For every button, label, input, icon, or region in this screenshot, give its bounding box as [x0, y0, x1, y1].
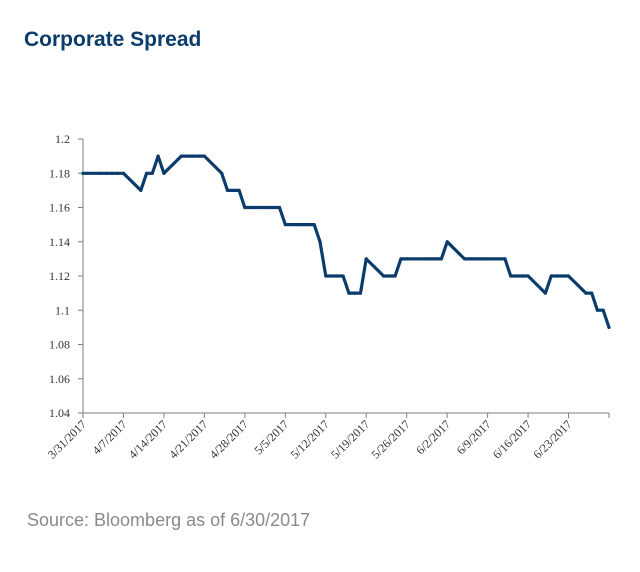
y-tick-label: 1.04 — [49, 406, 70, 420]
x-tick-label: 3/31/2017 — [45, 417, 89, 461]
data-point — [185, 154, 189, 158]
data-point — [601, 308, 605, 312]
x-tick-label: 6/23/2017 — [530, 417, 574, 461]
data-point — [306, 223, 310, 227]
data-point — [231, 188, 235, 192]
data-point — [595, 308, 600, 312]
data-point — [318, 240, 322, 244]
data-point — [393, 274, 397, 278]
line-chart: 1.04 1.06 1.08 1.1 1.12 1.14 1.16 1.18 1.2 3/31/2… — [45, 132, 611, 462]
data-point — [266, 205, 270, 210]
x-tick-label: 6/2/2017 — [413, 417, 453, 457]
data-point — [399, 257, 403, 261]
data-point — [150, 171, 154, 175]
y-tick-label: 1.18 — [49, 166, 70, 180]
data-point — [509, 274, 513, 278]
data-point — [237, 188, 241, 192]
data-point — [405, 257, 409, 261]
y-tick-label: 1.1 — [55, 303, 70, 317]
data-point — [590, 291, 594, 295]
data-point — [225, 188, 230, 192]
data-point — [162, 171, 166, 175]
y-tick-label: 1.14 — [49, 235, 70, 249]
data-point — [566, 274, 571, 278]
data-point — [555, 274, 559, 278]
y-tick-label: 1.08 — [49, 338, 70, 352]
data-point — [110, 171, 114, 175]
data-point — [434, 257, 438, 261]
y-tick-label: 1.12 — [49, 269, 70, 283]
data-point — [486, 257, 490, 261]
data-point — [156, 154, 160, 158]
x-tick-label: 4/7/2017 — [90, 417, 130, 457]
data-point — [324, 274, 328, 278]
data-point — [387, 274, 391, 278]
data-point — [121, 171, 126, 175]
data-point — [347, 291, 351, 295]
data-point — [277, 205, 282, 210]
data-point — [145, 171, 149, 175]
data-point — [283, 223, 287, 227]
series-line — [81, 154, 611, 329]
data-point — [312, 223, 316, 227]
data-point — [468, 257, 472, 261]
data-point — [549, 274, 553, 278]
source-note: Source: Bloomberg as of 6/30/2017 — [27, 510, 311, 530]
data-point — [191, 154, 195, 158]
data-point — [584, 291, 588, 295]
data-point — [272, 205, 276, 210]
data-point — [561, 274, 565, 278]
x-tick-label: 4/14/2017 — [126, 417, 170, 461]
data-point — [202, 154, 206, 158]
x-tick-label: 4/28/2017 — [207, 417, 251, 461]
data-point — [462, 257, 467, 261]
x-tick-label: 5/5/2017 — [251, 417, 291, 457]
data-point — [543, 291, 548, 295]
data-point — [139, 188, 143, 192]
data-point — [260, 205, 264, 210]
data-point — [445, 240, 449, 244]
chart-title: Corporate Spread — [24, 28, 202, 51]
x-tick-label: 6/16/2017 — [490, 417, 534, 461]
data-point — [179, 154, 183, 158]
data-point — [341, 274, 345, 278]
data-point — [98, 171, 102, 175]
data-point — [301, 223, 305, 227]
data-point — [526, 274, 530, 278]
data-point — [364, 257, 368, 261]
y-tick-label: 1.2 — [55, 132, 70, 146]
data-point — [520, 274, 524, 278]
data-point — [104, 171, 108, 175]
y-tick-label: 1.06 — [49, 372, 70, 386]
data-point — [480, 257, 484, 261]
data-point — [220, 171, 224, 175]
data-point — [503, 257, 507, 261]
data-point — [382, 274, 386, 278]
data-point — [353, 291, 357, 295]
x-tick-label: 5/19/2017 — [328, 417, 372, 461]
data-point — [439, 257, 443, 261]
x-tick-label: 5/26/2017 — [368, 417, 412, 461]
data-point — [197, 154, 201, 158]
x-tick-label: 4/21/2017 — [166, 417, 210, 461]
x-tick-label: 6/9/2017 — [454, 417, 494, 457]
x-tick-label: 5/12/2017 — [288, 417, 332, 461]
data-point — [514, 274, 519, 278]
data-point — [358, 291, 363, 295]
y-tick-label: 1.16 — [49, 201, 70, 215]
data-point — [116, 171, 120, 175]
data-point — [607, 325, 611, 329]
data-point — [474, 257, 478, 261]
data-point — [243, 205, 247, 210]
data-point — [428, 257, 432, 261]
data-point — [81, 171, 85, 175]
